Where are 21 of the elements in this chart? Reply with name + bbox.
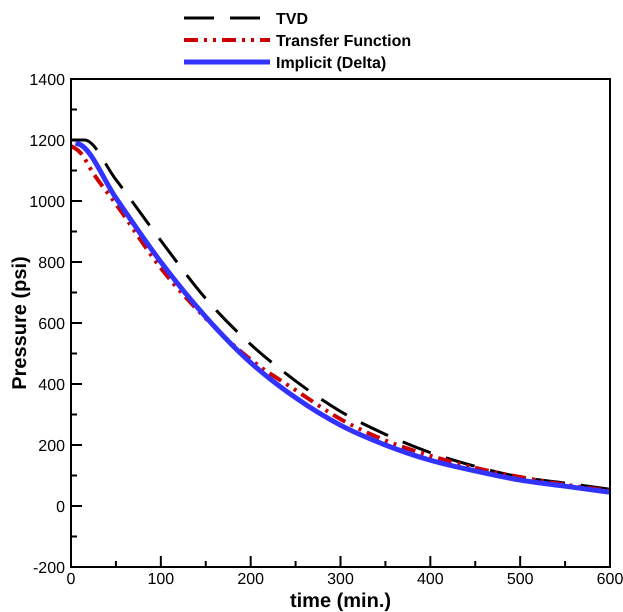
- x-tick-label: 500: [506, 571, 534, 588]
- y-axis-title: Pressure (psi): [9, 256, 31, 390]
- legend-label: TVD: [276, 11, 308, 28]
- x-tick-label: 200: [237, 571, 264, 588]
- y-tick-label: 400: [38, 377, 66, 394]
- y-tick-label: -200: [32, 560, 66, 577]
- x-tick-label: 0: [66, 571, 76, 588]
- y-tick-label: 1400: [29, 72, 66, 89]
- y-tick-label: 1200: [29, 133, 66, 150]
- x-tick-label: 100: [147, 571, 174, 588]
- legend-label: Transfer Function: [276, 33, 412, 50]
- y-tick-label: 1000: [29, 194, 66, 211]
- x-axis-title: time (min.): [290, 590, 392, 612]
- x-tick-label: 400: [416, 571, 444, 588]
- y-tick-label: 200: [38, 438, 66, 455]
- x-tick-label: 600: [596, 571, 623, 588]
- x-tick-label: 300: [327, 571, 354, 588]
- y-tick-label: 600: [38, 316, 66, 333]
- legend-label: Implicit (Delta): [276, 55, 386, 72]
- y-tick-label: 0: [56, 499, 66, 516]
- y-tick-label: 800: [38, 255, 66, 272]
